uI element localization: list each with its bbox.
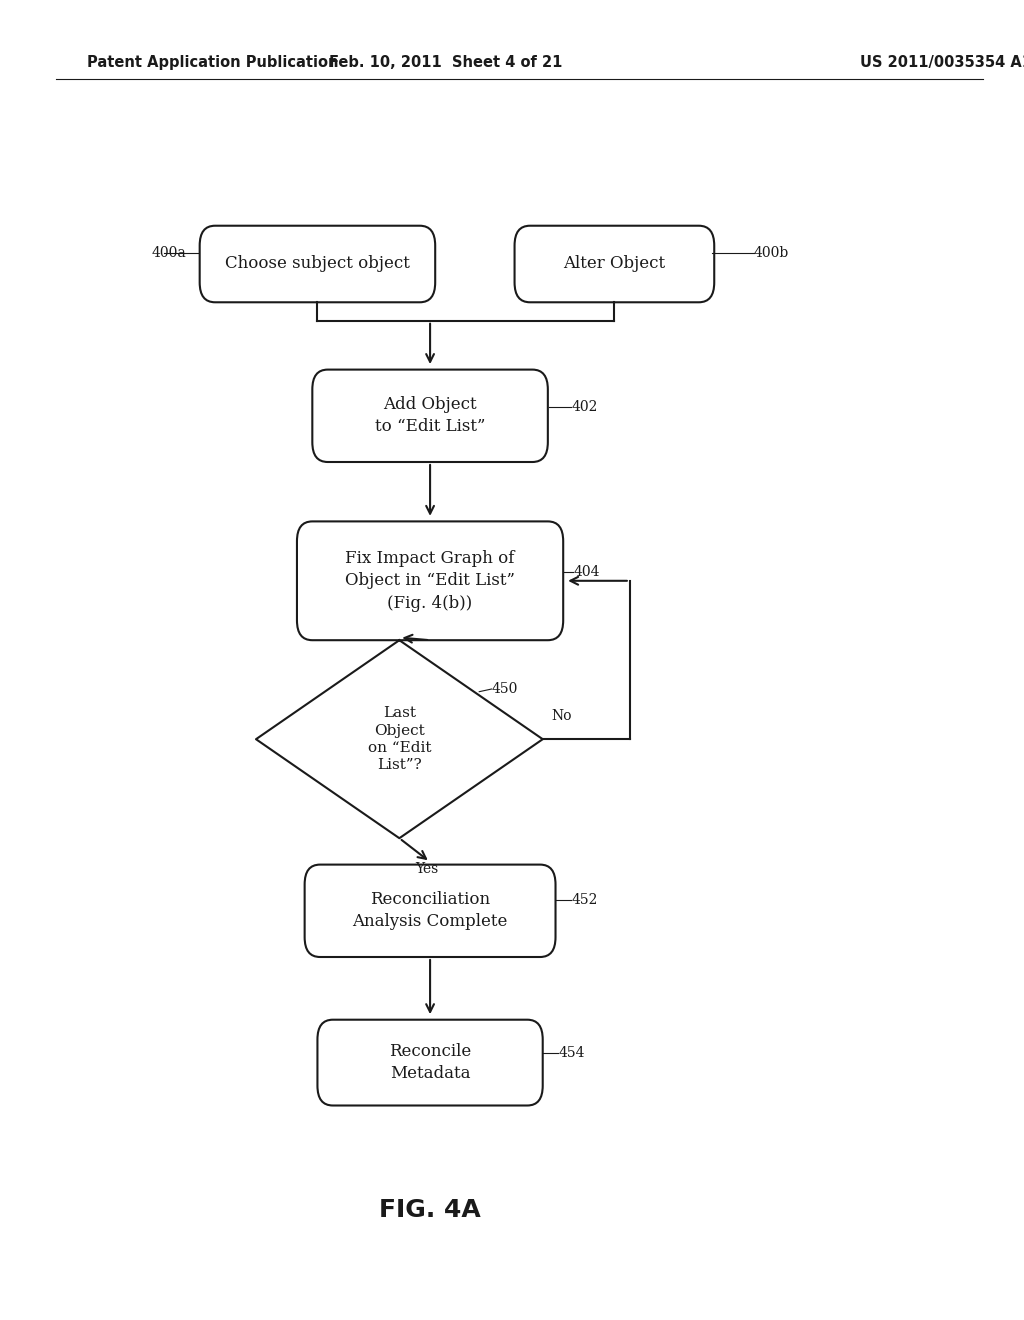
Text: 452: 452 — [571, 894, 598, 907]
FancyBboxPatch shape — [312, 370, 548, 462]
FancyBboxPatch shape — [317, 1019, 543, 1106]
Text: Add Object
to “Edit List”: Add Object to “Edit List” — [375, 396, 485, 436]
Text: US 2011/0035354 A1: US 2011/0035354 A1 — [860, 54, 1024, 70]
Text: Choose subject object: Choose subject object — [225, 256, 410, 272]
FancyBboxPatch shape — [297, 521, 563, 640]
Text: 400b: 400b — [754, 247, 788, 260]
FancyBboxPatch shape — [305, 865, 555, 957]
Text: Reconcile
Metadata: Reconcile Metadata — [389, 1043, 471, 1082]
Text: Alter Object: Alter Object — [563, 256, 666, 272]
Text: Reconciliation
Analysis Complete: Reconciliation Analysis Complete — [352, 891, 508, 931]
Text: 400a: 400a — [152, 247, 186, 260]
Text: Last
Object
on “Edit
List”?: Last Object on “Edit List”? — [368, 706, 431, 772]
Text: 404: 404 — [573, 565, 600, 578]
FancyBboxPatch shape — [514, 226, 715, 302]
FancyBboxPatch shape — [200, 226, 435, 302]
Text: 402: 402 — [571, 400, 598, 413]
Text: 454: 454 — [558, 1047, 585, 1060]
Polygon shape — [256, 640, 543, 838]
Text: Patent Application Publication: Patent Application Publication — [87, 54, 339, 70]
Text: Fix Impact Graph of
Object in “Edit List”
(Fig. 4(b)): Fix Impact Graph of Object in “Edit List… — [345, 550, 515, 611]
Text: FIG. 4A: FIG. 4A — [379, 1199, 481, 1222]
Text: No: No — [551, 709, 571, 723]
Text: 450: 450 — [492, 682, 518, 696]
Text: Yes: Yes — [415, 862, 438, 876]
Text: Feb. 10, 2011  Sheet 4 of 21: Feb. 10, 2011 Sheet 4 of 21 — [329, 54, 562, 70]
